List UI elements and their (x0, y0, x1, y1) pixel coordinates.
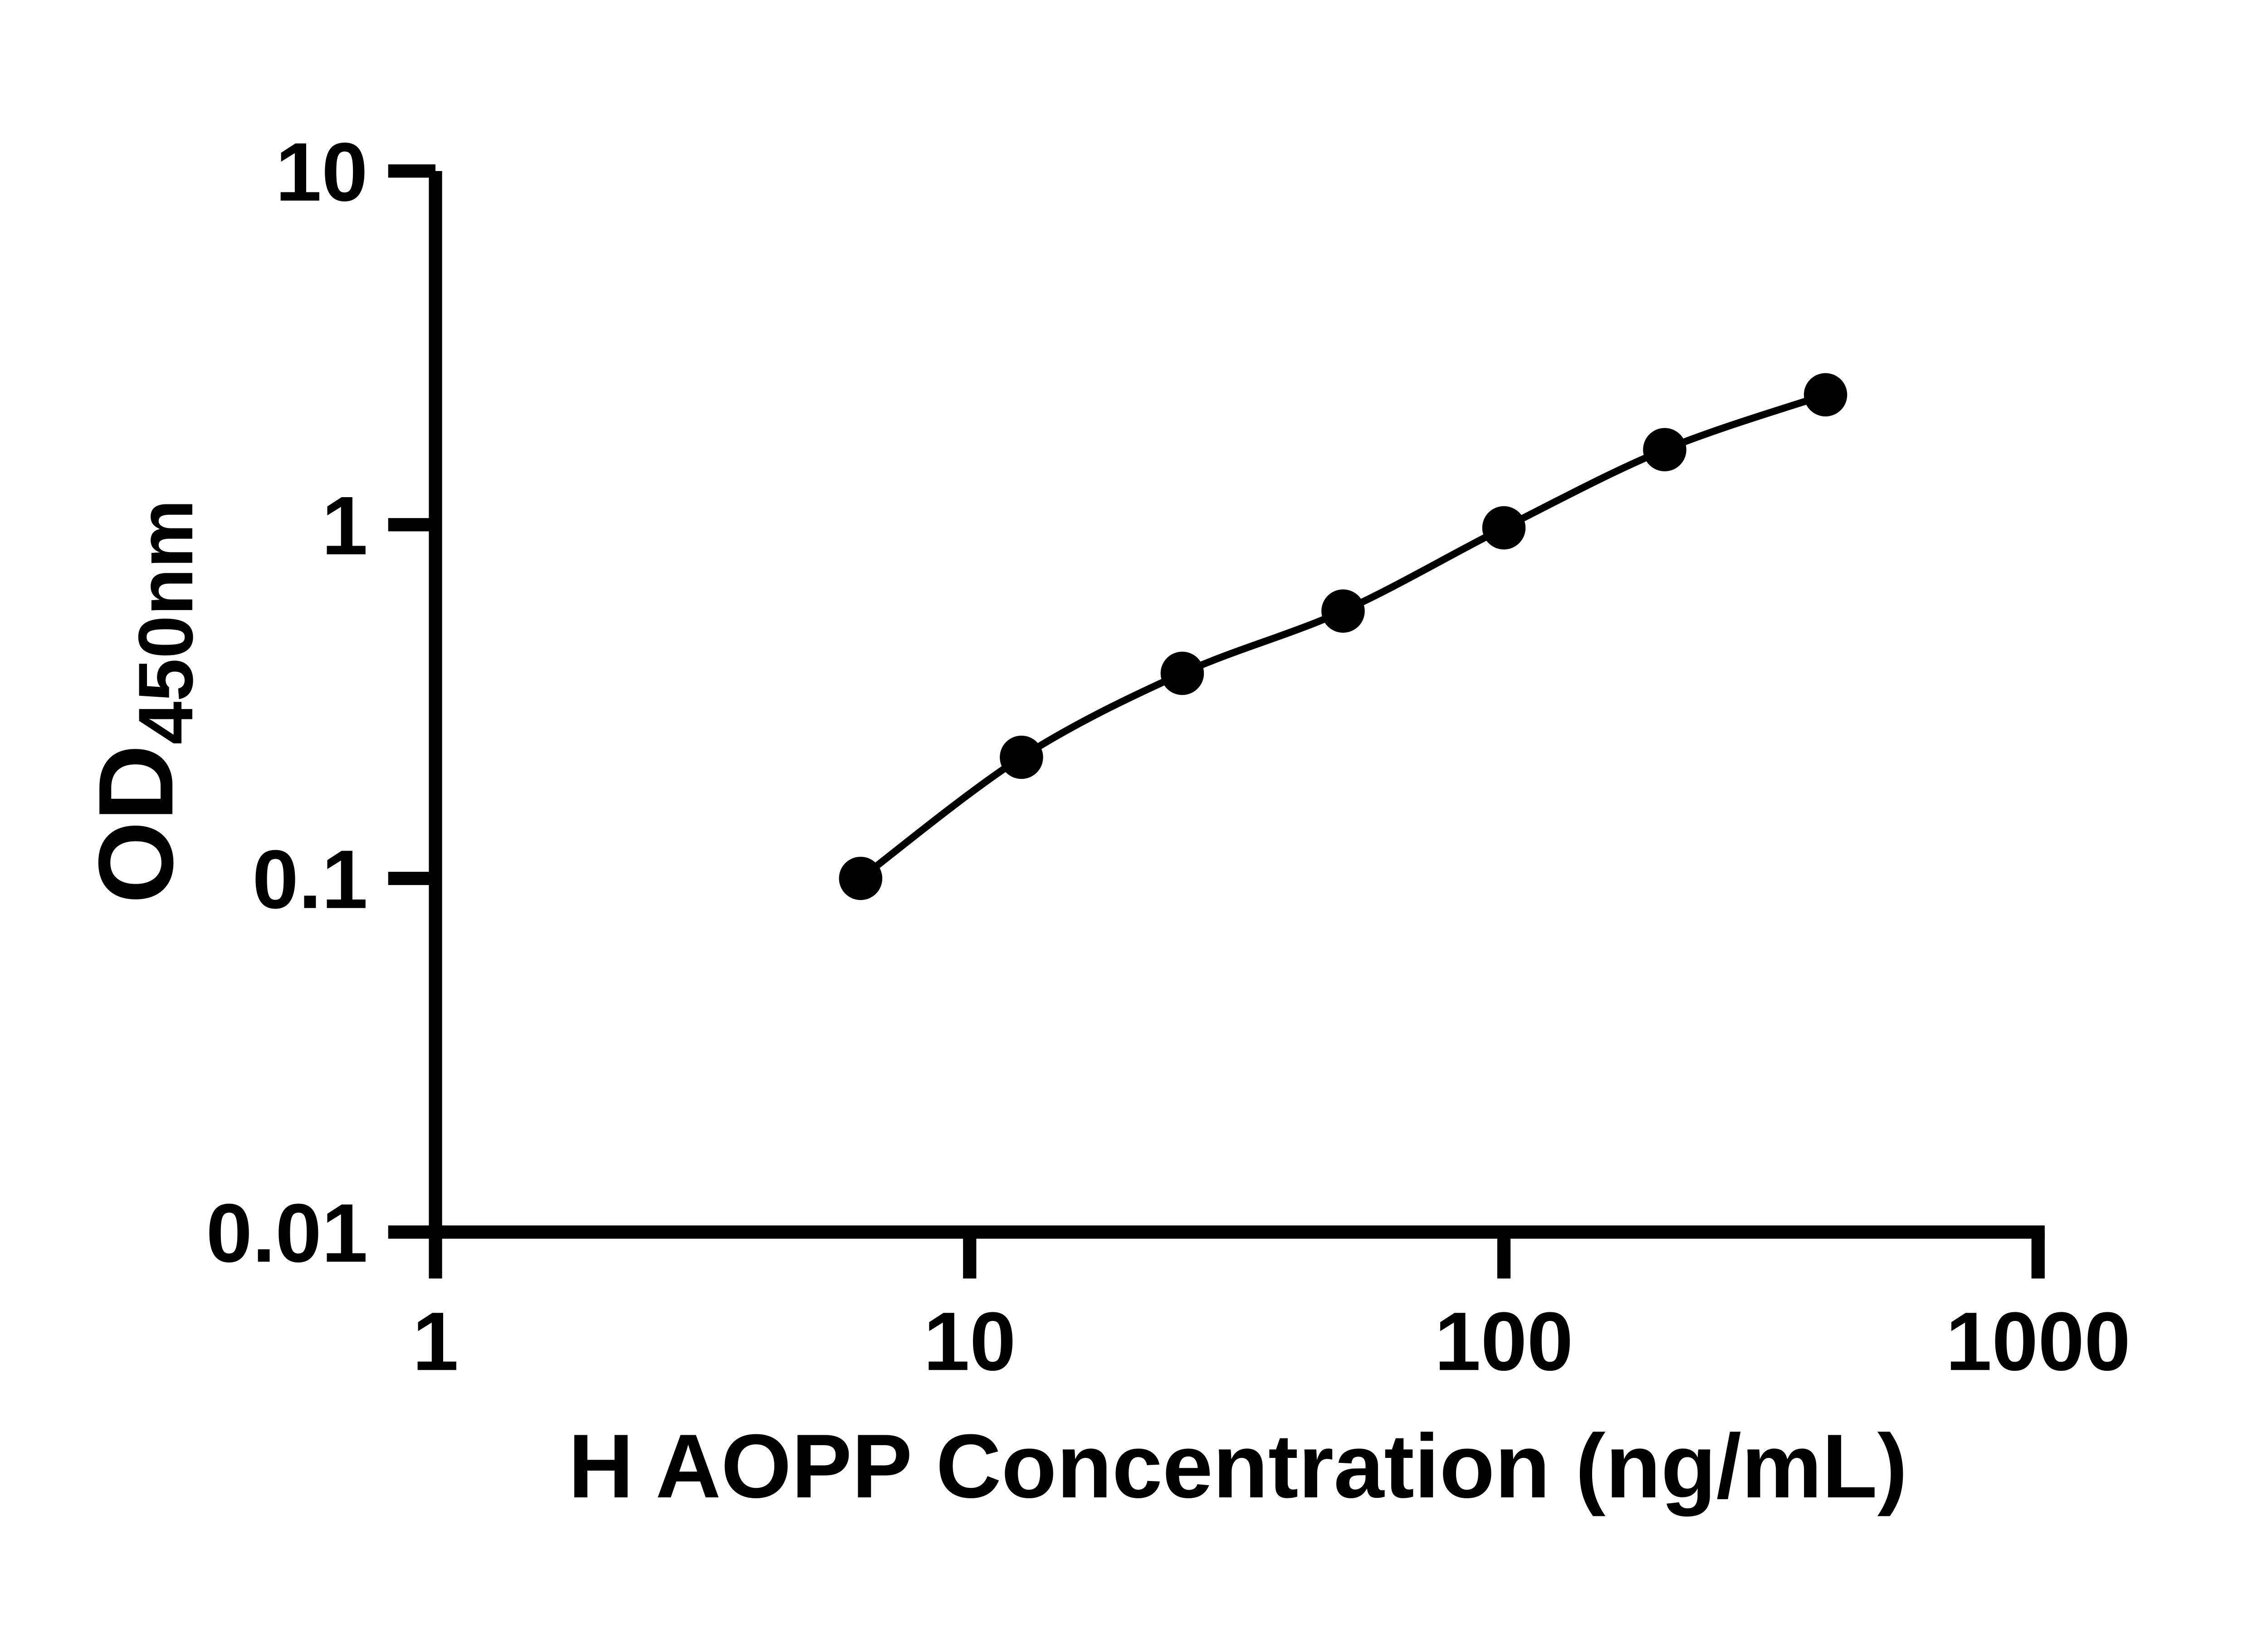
data-point (1160, 651, 1204, 695)
data-point (1804, 373, 1848, 417)
x-tick-label: 100 (1435, 1295, 1574, 1388)
x-axis-ticks (429, 1232, 2045, 1279)
axis-lines (429, 171, 2045, 1239)
x-axis-title: H AOPP Concentration (ng/mL) (568, 1416, 1908, 1517)
y-tick-label: 0.01 (206, 1186, 368, 1279)
data-points (839, 373, 1848, 900)
y-axis-ticks (388, 164, 436, 1239)
standard-curve-line (857, 391, 1829, 882)
x-axis-tick-labels: 1 10 100 1000 (412, 1295, 2131, 1388)
x-tick-label: 10 (924, 1295, 1016, 1388)
data-point (1643, 428, 1686, 472)
y-axis-title-subscript: 450nm (123, 499, 209, 744)
data-point (1000, 735, 1043, 779)
data-point (1321, 589, 1365, 633)
y-tick-label: 1 (322, 479, 368, 572)
x-tick-label: 1 (412, 1295, 459, 1388)
y-tick-label: 0.1 (252, 833, 368, 926)
data-point (839, 856, 883, 900)
y-axis-title-main: OD (76, 744, 195, 904)
x-tick-label: 1000 (1945, 1295, 2131, 1388)
y-tick-label: 10 (275, 125, 368, 218)
data-point (1482, 506, 1526, 550)
y-axis-tick-labels: 10 1 0.1 0.01 (206, 125, 368, 1279)
y-axis-title: OD450nm (76, 499, 209, 904)
